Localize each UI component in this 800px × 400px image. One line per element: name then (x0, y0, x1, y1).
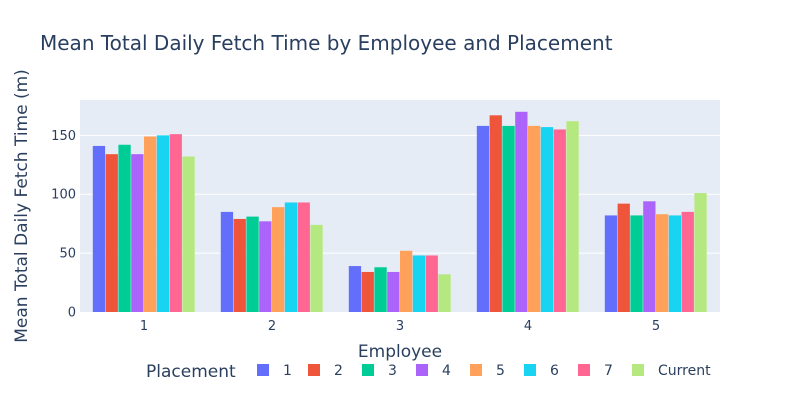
bar-2-employee-2 (233, 218, 246, 312)
legend-swatch (362, 364, 374, 376)
chart-title: Mean Total Daily Fetch Time by Employee … (40, 31, 613, 55)
y-axis-ticks: 0 50 100 150 (51, 129, 76, 321)
legend-swatch (632, 364, 644, 376)
bar-current-employee-5 (694, 193, 707, 312)
legend-swatch (578, 364, 590, 376)
bar-5-employee-5 (656, 214, 669, 312)
x-axis-title: Employee (358, 342, 442, 362)
bar-3-employee-1 (118, 144, 131, 312)
bar-2-employee-3 (361, 271, 374, 312)
bar-4-employee-1 (131, 154, 144, 312)
bar-4-employee-4 (515, 111, 528, 313)
legend-item-label: 6 (550, 363, 559, 379)
bar-7-employee-2 (297, 202, 310, 312)
x-tick-label: 1 (140, 319, 148, 334)
x-tick-label: 3 (396, 319, 404, 334)
y-axis-title: Mean Total Daily Fetch Time (m) (12, 69, 32, 343)
bar-current-employee-1 (182, 156, 195, 312)
bar-3-employee-2 (246, 216, 259, 312)
bar-4-employee-2 (259, 221, 272, 312)
bar-5-employee-2 (272, 207, 285, 312)
bar-7-employee-4 (553, 129, 566, 312)
bars (92, 111, 707, 313)
bar-3-employee-5 (630, 215, 643, 312)
legend-item-label: 1 (283, 363, 292, 379)
bar-1-employee-1 (92, 145, 106, 312)
bar-current-employee-2 (310, 224, 323, 312)
legend-item-label: 7 (604, 363, 613, 379)
bar-current-employee-3 (438, 274, 451, 312)
x-axis-ticks: 1 2 3 4 5 (140, 319, 660, 334)
bar-5-employee-3 (400, 250, 413, 312)
bar-1-employee-4 (476, 125, 490, 313)
bar-7-employee-1 (169, 134, 182, 312)
bar-1-employee-2 (220, 211, 234, 312)
legend-swatch (524, 364, 536, 376)
bar-7-employee-3 (425, 255, 438, 312)
bar-6-employee-2 (284, 202, 298, 312)
bar-5-employee-1 (144, 136, 157, 312)
legend-title: Placement (146, 362, 236, 382)
bar-7-employee-5 (681, 211, 694, 312)
bar-1-employee-5 (604, 215, 618, 312)
legend-item-label: 5 (496, 363, 505, 379)
bar-current-employee-4 (566, 121, 579, 312)
legend-item-label: Current (658, 363, 711, 379)
y-tick-label: 100 (51, 188, 76, 203)
legend-swatch (257, 364, 269, 376)
y-tick-label: 50 (59, 247, 76, 262)
legend-item-label: 4 (442, 363, 451, 379)
bar-2-employee-5 (617, 203, 630, 312)
x-tick-label: 2 (268, 319, 276, 334)
bar-6-employee-4 (540, 127, 554, 312)
legend: Placement 1 2 3 4 5 6 7 Current (146, 362, 711, 382)
legend-swatch (416, 364, 428, 376)
bar-5-employee-4 (528, 125, 541, 313)
bar-1-employee-3 (348, 266, 362, 312)
legend-swatch (470, 364, 482, 376)
y-tick-label: 150 (51, 129, 76, 144)
bar-4-employee-3 (387, 271, 400, 312)
bar-3-employee-4 (502, 125, 515, 313)
bar-6-employee-1 (156, 135, 170, 312)
bar-6-employee-3 (412, 255, 426, 312)
x-tick-label: 4 (524, 319, 532, 334)
bar-6-employee-5 (668, 215, 682, 312)
legend-item-label: 3 (388, 363, 397, 379)
bar-3-employee-3 (374, 267, 387, 312)
bar-2-employee-4 (489, 115, 502, 312)
y-tick-label: 0 (68, 306, 76, 321)
bar-4-employee-5 (643, 201, 656, 312)
bar-2-employee-1 (105, 154, 118, 312)
legend-item-label: 2 (334, 363, 343, 379)
legend-swatch (308, 364, 320, 376)
x-tick-label: 5 (652, 319, 660, 334)
